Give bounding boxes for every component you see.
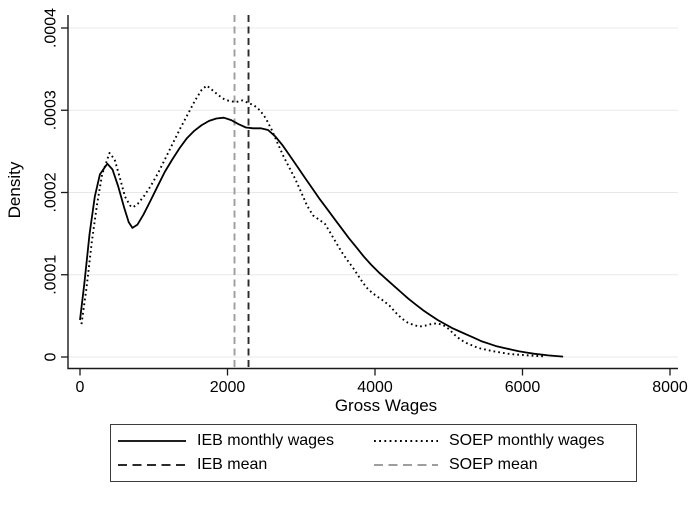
legend-entry-ieb-wages: IEB monthly wages — [118, 430, 374, 453]
x-axis-title: Gross Wages — [335, 396, 437, 415]
legend-label-ieb-wages: IEB monthly wages — [197, 432, 334, 449]
x-tick-label: 6000 — [505, 379, 541, 396]
legend-entry-ieb-mean: IEB mean — [118, 454, 374, 477]
x-tick-label: 8000 — [652, 379, 688, 396]
y-tick-label: 0 — [43, 352, 60, 361]
legend-entry-soep-wages: SOEP monthly wages — [374, 430, 636, 453]
legend-label-ieb-mean: IEB mean — [197, 456, 268, 473]
legend-label-soep-wages: SOEP monthly wages — [449, 432, 605, 449]
x-tick-label: 4000 — [357, 379, 393, 396]
y-axis-title: Density — [5, 161, 24, 218]
dotted-line-sample-icon — [374, 440, 438, 442]
soep-density-curve — [80, 84, 545, 358]
legend-entry-soep-mean: SOEP mean — [374, 454, 636, 477]
x-tick-label: 2000 — [210, 379, 246, 396]
y-tick-label: .0004 — [43, 8, 60, 48]
y-tick-label: .0003 — [43, 90, 60, 130]
solid-line-sample-icon — [118, 440, 186, 442]
dashed-dark-line-sample-icon — [118, 464, 186, 466]
legend-label-soep-mean: SOEP mean — [449, 456, 538, 473]
axis-lines — [67, 15, 678, 370]
x-tick-label: 0 — [76, 379, 85, 396]
y-tick-label: .0001 — [43, 255, 60, 295]
y-tick-label: .0002 — [43, 172, 60, 212]
dashed-gray-line-sample-icon — [374, 464, 438, 466]
legend: IEB monthly wages SOEP monthly wages IEB… — [110, 424, 637, 482]
ieb-density-curve — [79, 116, 564, 358]
plot-area: 0 .0001 .0002 .0003 .0004 0 2000 4000 6000 8000 De… — [5, 8, 688, 415]
